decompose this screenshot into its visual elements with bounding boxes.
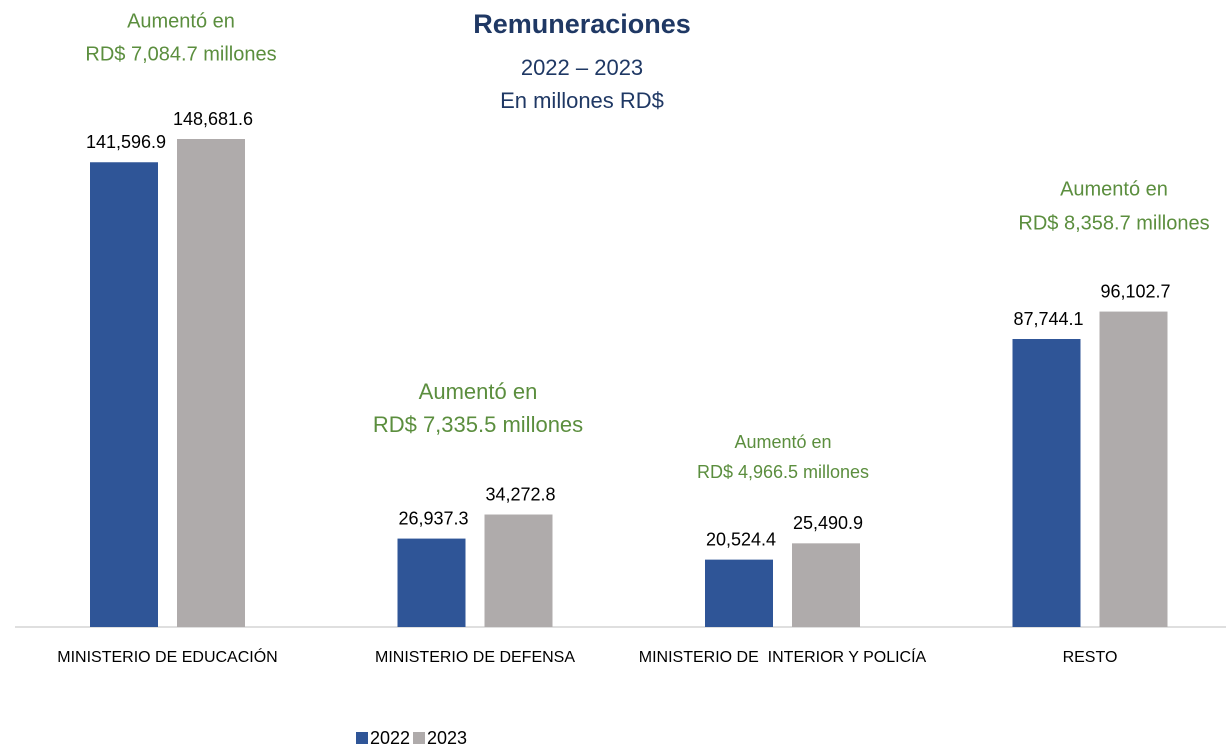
- bar: [705, 559, 773, 627]
- bar: [177, 139, 245, 627]
- annotation: RD$ 8,358.7 millones: [1018, 212, 1209, 234]
- data-label: 25,490.9: [793, 513, 863, 533]
- annotation: Aumentó en: [1060, 178, 1168, 200]
- legend-label: 2023: [427, 728, 467, 747]
- bar: [397, 538, 466, 627]
- bar: [1012, 339, 1081, 627]
- annotation: RD$ 4,966.5 millones: [697, 462, 869, 482]
- data-label: 20,524.4: [706, 529, 776, 549]
- annotation: Aumentó en: [127, 10, 235, 32]
- annotation: RD$ 7,335.5 millones: [373, 412, 583, 437]
- data-label: 148,681.6: [173, 109, 253, 129]
- data-label: 34,272.8: [485, 484, 555, 504]
- legend-swatch: [413, 732, 425, 744]
- data-label: 141,596.9: [86, 132, 166, 152]
- legend-label: 2022: [370, 728, 410, 747]
- bar: [792, 543, 860, 627]
- chart-subtitle: 2022 – 2023: [521, 55, 643, 80]
- data-label: 96,102.7: [1100, 281, 1170, 301]
- chart-subtitle: En millones RD$: [500, 88, 664, 113]
- legend-swatch: [356, 732, 368, 744]
- annotation: Aumentó en: [734, 432, 831, 452]
- annotation: RD$ 7,084.7 millones: [85, 43, 276, 65]
- x-tick-label: MINISTERIO DE INTERIOR Y POLICÍA: [638, 649, 927, 666]
- bar: [90, 162, 158, 627]
- x-tick-label: MINISTERIO DE DEFENSA: [374, 649, 576, 666]
- bar: [1099, 311, 1168, 627]
- annotation: Aumentó en: [419, 379, 538, 404]
- x-tick-label: MINISTERIO DE EDUCACIÓN: [57, 649, 278, 666]
- bar: [484, 514, 553, 627]
- x-tick-label: RESTO: [1062, 649, 1118, 666]
- chart-title: Remuneraciones: [473, 9, 691, 39]
- data-label: 87,744.1: [1013, 309, 1083, 329]
- data-label: 26,937.3: [398, 508, 468, 528]
